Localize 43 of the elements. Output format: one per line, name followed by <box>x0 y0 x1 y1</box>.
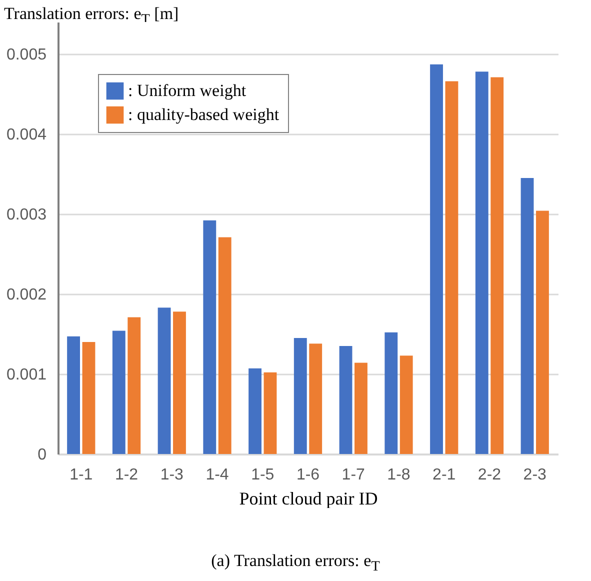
y-tick-label: 0.002 <box>6 286 47 304</box>
bar <box>309 344 322 454</box>
bar <box>173 312 186 454</box>
bar <box>445 81 458 454</box>
bar <box>339 346 352 454</box>
bar <box>294 338 307 454</box>
bar <box>520 178 534 454</box>
bar <box>218 237 232 454</box>
x-tick-label: 2-1 <box>432 466 456 484</box>
legend-label: : Uniform weight <box>128 81 246 100</box>
bar <box>67 336 80 454</box>
bar <box>112 330 126 454</box>
x-tick-label: 1-3 <box>160 466 184 484</box>
bar <box>248 368 262 454</box>
y-tick-label: 0.004 <box>6 126 47 144</box>
y-tick-label: 0.005 <box>6 46 47 64</box>
x-tick-label: 1-2 <box>114 466 138 484</box>
bar <box>354 362 368 454</box>
x-tick-label: 1-5 <box>251 466 274 484</box>
bar <box>475 72 488 454</box>
bar <box>82 342 96 454</box>
bar <box>536 210 549 454</box>
bar <box>158 308 171 454</box>
x-axis-title: Point cloud pair ID <box>239 488 378 508</box>
y-tick-label: 0.001 <box>6 366 47 384</box>
x-tick-label: 1-1 <box>70 466 93 484</box>
y-tick-label: 0.003 <box>6 206 47 224</box>
bar <box>264 372 277 454</box>
bar <box>430 64 443 454</box>
bar <box>384 332 398 454</box>
x-tick-label: 1-6 <box>296 466 320 484</box>
bar <box>128 317 141 454</box>
x-tick-label: 2-3 <box>523 466 547 484</box>
bar <box>490 77 504 454</box>
bar <box>203 220 216 454</box>
x-tick-label: 2-2 <box>478 466 502 484</box>
x-tick-label: 1-8 <box>387 466 410 484</box>
x-tick-label: 1-4 <box>206 466 229 484</box>
text: (a) Translation errors: e$_{T}$ <box>210 551 381 576</box>
bar <box>400 356 413 454</box>
y-tick-label: 0 <box>38 446 47 464</box>
legend-label: : quality-based weight <box>128 105 280 124</box>
x-tick-label: 1-7 <box>342 466 366 484</box>
